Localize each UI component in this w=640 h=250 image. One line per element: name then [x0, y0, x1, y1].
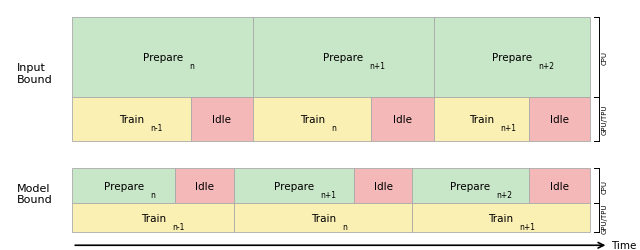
Bar: [434, 98, 529, 141]
Bar: [412, 168, 529, 203]
Text: n+1: n+1: [520, 222, 536, 231]
Bar: [412, 203, 589, 232]
Text: Prepare: Prepare: [143, 53, 183, 62]
Text: Prepare: Prepare: [492, 53, 532, 62]
Text: Train: Train: [488, 213, 513, 223]
Text: CPU: CPU: [602, 179, 608, 193]
Bar: [234, 203, 412, 232]
Bar: [253, 98, 371, 141]
Text: n: n: [331, 124, 336, 133]
Bar: [253, 18, 434, 98]
Text: Idle: Idle: [393, 114, 412, 124]
Text: Train: Train: [310, 213, 336, 223]
Bar: [191, 98, 253, 141]
Text: Idle: Idle: [374, 181, 392, 191]
Text: n: n: [342, 222, 347, 231]
Text: Prepare: Prepare: [104, 181, 144, 191]
Text: n: n: [189, 62, 194, 71]
Text: Idle: Idle: [212, 114, 232, 124]
Text: Model
Bound: Model Bound: [17, 183, 53, 204]
Text: Train: Train: [469, 114, 494, 124]
Text: n-1: n-1: [150, 124, 163, 133]
Text: Prepare: Prepare: [323, 53, 364, 62]
Text: CPU: CPU: [602, 51, 608, 64]
Bar: [72, 98, 191, 141]
Text: n+2: n+2: [497, 190, 513, 199]
Bar: [175, 168, 234, 203]
Bar: [354, 168, 412, 203]
Text: Prepare: Prepare: [274, 181, 314, 191]
Text: n+1: n+1: [500, 124, 516, 133]
Bar: [72, 203, 234, 232]
Bar: [371, 98, 434, 141]
Text: n+1: n+1: [370, 62, 386, 71]
Text: Input
Bound: Input Bound: [17, 63, 53, 84]
Text: Train: Train: [119, 114, 144, 124]
Bar: [72, 18, 253, 98]
Bar: [234, 168, 354, 203]
Bar: [529, 168, 589, 203]
Text: n-1: n-1: [172, 222, 184, 231]
Text: n+1: n+1: [321, 190, 337, 199]
Text: Idle: Idle: [195, 181, 214, 191]
Text: Idle: Idle: [550, 114, 569, 124]
Text: Prepare: Prepare: [451, 181, 491, 191]
Text: Time: Time: [611, 240, 637, 250]
Bar: [72, 168, 175, 203]
Text: Train: Train: [141, 213, 166, 223]
Text: n: n: [150, 190, 155, 199]
Text: GPU/TPU: GPU/TPU: [602, 104, 608, 134]
Text: GPU/TPU: GPU/TPU: [602, 202, 608, 233]
Bar: [529, 98, 589, 141]
Bar: [434, 18, 589, 98]
Text: Idle: Idle: [550, 181, 569, 191]
Text: n+2: n+2: [538, 62, 554, 71]
Text: Train: Train: [300, 114, 325, 124]
